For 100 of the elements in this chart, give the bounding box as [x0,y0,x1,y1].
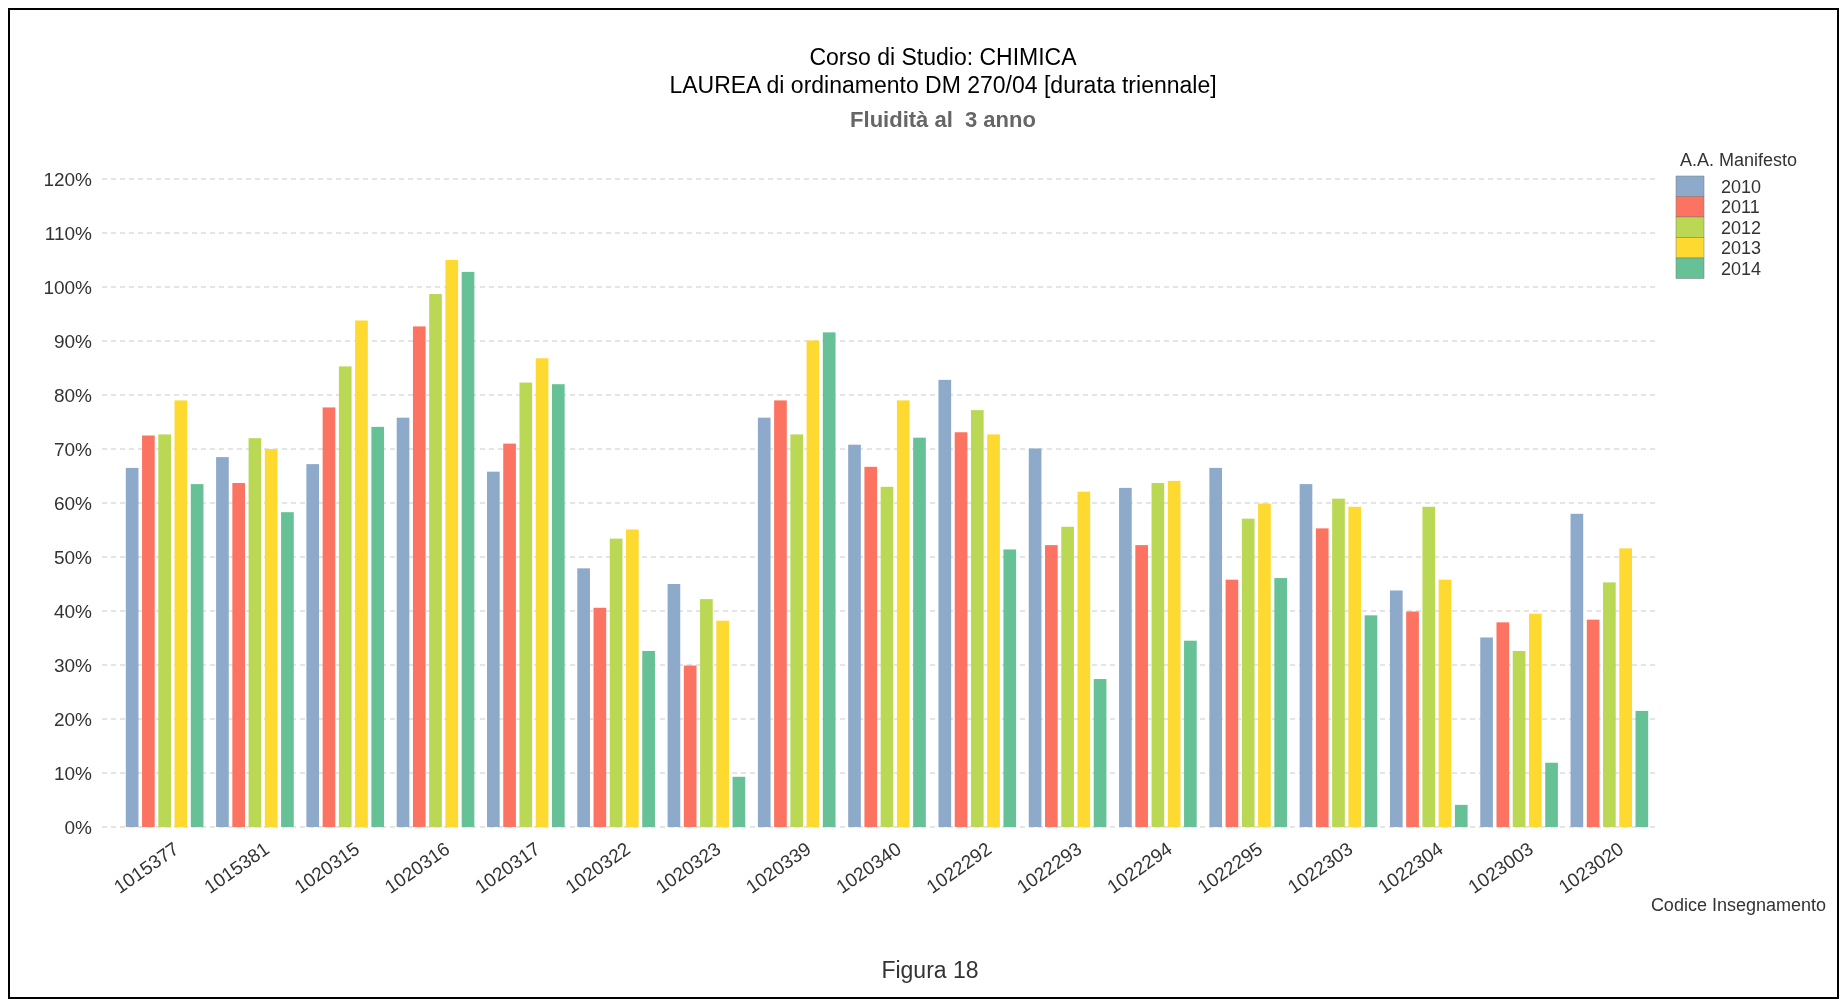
bar [1093,679,1107,827]
bar [806,340,820,827]
y-tick-label: 0% [64,816,93,838]
legend-label: 2011 [1721,197,1760,218]
bar [445,260,459,827]
text: Figura 18 [881,957,979,983]
bar [1184,640,1197,827]
bar [519,382,533,827]
bar [1545,762,1558,827]
y-tick-label: 10% [53,762,93,784]
legend-title: A.A. Manifesto [1680,150,1798,170]
bar [1438,579,1452,827]
y-tick-label: 60% [53,492,93,514]
bar [864,466,878,827]
bar [503,443,516,827]
bar [880,486,894,827]
bar [1225,579,1239,827]
bar [338,366,352,827]
y-tick-label: 30% [53,654,93,676]
bar [938,379,952,827]
bar [1496,622,1510,827]
bar [896,400,910,827]
bar [822,332,836,827]
bar [987,434,1000,827]
bar [667,584,681,827]
y-tick-label: 110% [44,222,93,244]
bar [248,438,262,827]
bar [1364,615,1378,827]
bar [577,568,590,827]
bar [1003,549,1017,827]
bar [1480,637,1493,827]
bar [954,432,968,827]
chart-subtitle: Fluidità al 3 anno [850,107,1036,132]
bar [306,464,320,827]
bar [1061,526,1074,827]
bar [371,426,385,827]
bar [1119,487,1132,827]
bar [1028,448,1042,827]
bar [174,400,188,827]
bar [1348,506,1362,827]
bar [125,467,139,827]
bar [535,358,549,827]
bar [1241,518,1255,827]
y-tick-label: 100% [43,276,93,298]
bar [1635,710,1649,827]
bar [1619,548,1632,827]
bar [486,471,500,827]
bar [774,400,787,827]
legend-label: 2010 [1721,176,1762,197]
bar [1209,467,1223,827]
bar [593,607,607,827]
bar [551,384,565,827]
bar [848,444,861,827]
bar [142,435,155,827]
y-tick-label: 70% [53,438,93,460]
bar [412,326,426,827]
bar [355,320,368,827]
bar [757,417,771,827]
bar [264,449,278,827]
bar [216,457,229,827]
bar [158,434,171,827]
y-tick-label: 40% [53,600,93,622]
x-axis-title: Codice Insegnamento [1650,895,1826,915]
bar [970,410,984,827]
bar [1151,483,1165,827]
bar [281,512,294,827]
bar [1299,484,1313,827]
bar [1586,619,1600,827]
bar [716,620,729,827]
legend-label: 2013 [1721,238,1762,259]
bar [1454,804,1468,827]
bar [790,434,804,827]
bar [1045,545,1058,827]
bar [1570,513,1584,827]
bar [1528,613,1542,827]
bar [190,484,204,827]
y-tick-label: 90% [53,330,93,352]
y-tick-label: 20% [53,708,93,730]
legend-label: 2012 [1721,217,1762,238]
bar [1135,545,1148,827]
y-tick-label: 80% [53,384,93,406]
bar [429,294,442,827]
bar [1258,503,1271,827]
bar [732,776,746,827]
bar [1512,650,1526,827]
bar [1332,498,1345,827]
chart-title: Corso di Studio: CHIMICA LAUREA di ordinamento DM 270/04 [durata triennale] [669,44,1217,98]
bar [1274,578,1288,827]
bar [609,538,623,827]
y-tick-label: 50% [53,546,93,568]
bar [626,529,639,827]
bar [461,271,475,827]
bar [700,599,713,827]
bar [1389,590,1403,827]
y-tick-label: 120% [43,168,93,190]
bar [322,407,336,827]
bar [1406,611,1419,827]
bar [1167,480,1181,827]
bar [1077,491,1091,827]
bar [232,483,246,827]
